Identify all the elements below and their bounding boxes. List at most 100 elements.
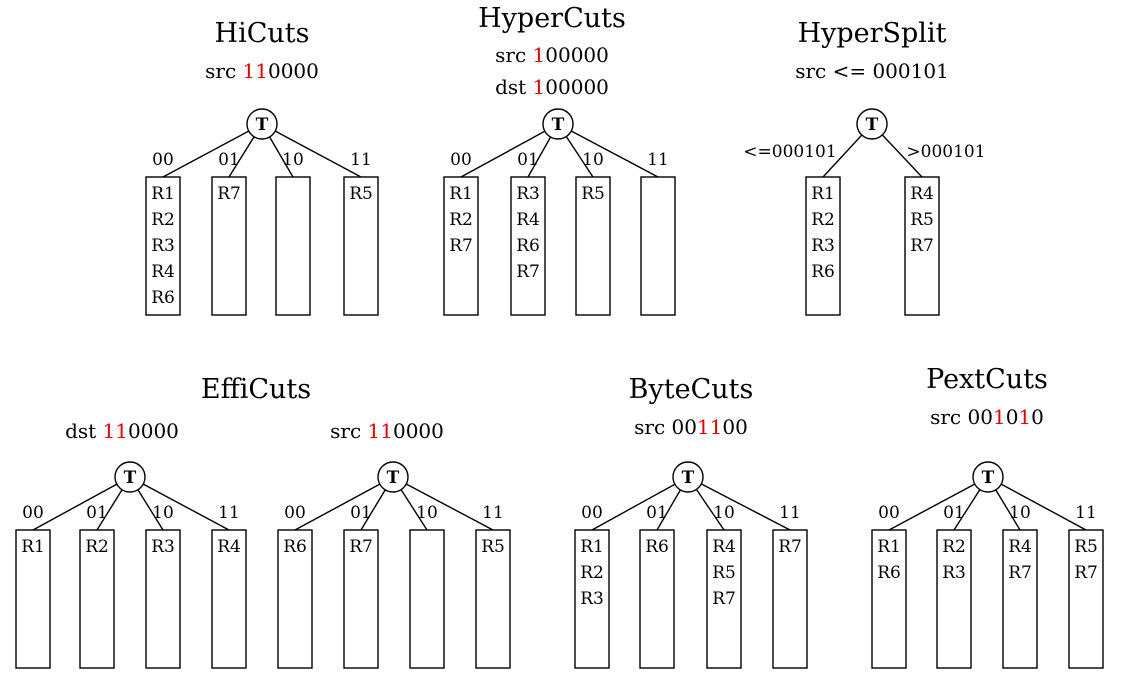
hypersplit-rule-0-3: R6 (811, 262, 835, 282)
hicuts-bucket-3 (343, 176, 379, 316)
hypercuts-rule-0-1: R2 (449, 210, 473, 230)
efficuts-right-edge-0 (294, 476, 394, 531)
hypercuts-root-label: T (552, 115, 565, 135)
hypercuts-bucket-2 (575, 176, 611, 316)
efficuts-left-bucket-1 (79, 529, 115, 669)
bytecuts-bucket-0 (574, 529, 610, 669)
hypercuts-rule-0-0: R1 (449, 184, 473, 204)
pextcuts-edge-label-2: 10 (1009, 503, 1031, 523)
efficuts-right-rule-0-0: R6 (283, 537, 307, 557)
hicuts-bucket-1 (211, 176, 247, 316)
hicuts-rule-0-0: R1 (151, 184, 175, 204)
bytecuts-bucket-2 (706, 529, 742, 669)
hicuts-root-node (246, 108, 278, 140)
efficuts-left-rule-2-0: R3 (151, 537, 175, 557)
hicuts-subline-0: src 110000 (205, 59, 319, 83)
efficuts-right-rule-1-0: R7 (349, 537, 373, 557)
hypercuts-bucket-3 (640, 176, 676, 316)
bytecuts-rule-1-0: R6 (645, 537, 669, 557)
pextcuts-rule-2-1: R7 (1008, 563, 1032, 583)
hypercuts-rule-1-3: R7 (516, 262, 540, 282)
efficuts-right-bucket-0 (277, 529, 313, 669)
efficuts-right-root-node (377, 461, 409, 493)
hypersplit-bucket-0 (805, 176, 841, 316)
bytecuts-edge-label-3: 11 (779, 503, 801, 523)
hypercuts-tree: 00 R1 R2 R7 01 R3 R4 R6 R7 10 R5 11 T (443, 108, 676, 316)
efficuts-right-bucket-1 (343, 529, 379, 669)
pextcuts-rule-1-1: R3 (942, 563, 966, 583)
pextcuts-rule-0-0: R1 (877, 537, 901, 557)
pextcuts-bucket-0 (871, 529, 907, 669)
efficuts-left-rule-0-0: R1 (21, 537, 45, 557)
efficuts-left-root-label: T (124, 468, 137, 488)
pextcuts-rule-3-1: R7 (1074, 563, 1098, 583)
hypersplit-rule-0-1: R2 (811, 210, 835, 230)
pextcuts-edge-label-1: 01 (943, 503, 965, 523)
hypersplit-title: HyperSplit (798, 18, 947, 49)
efficuts-right-subline-0: src 110000 (330, 419, 444, 443)
hicuts-rule-0-4: R6 (151, 288, 175, 308)
efficuts-left-rule-1-0: R2 (85, 537, 109, 557)
bytecuts-bucket-3 (772, 529, 808, 669)
efficuts-right-edge-label-2: 10 (416, 503, 438, 523)
pextcuts-rule-0-1: R6 (877, 563, 901, 583)
hypercuts-rule-1-1: R4 (516, 210, 540, 230)
efficuts-right-edge-label-1: 01 (350, 503, 372, 523)
efficuts-left-subline-0: dst 110000 (65, 419, 179, 443)
hicuts-edge-label-2: 10 (282, 150, 304, 170)
pextcuts-root-node (972, 461, 1004, 493)
bytecuts-rule-2-0: R4 (712, 537, 736, 557)
efficuts-left-edge-label-2: 10 (152, 503, 174, 523)
hicuts-edge-label-3: 11 (350, 150, 372, 170)
hypercuts-edge-3 (557, 123, 659, 178)
efficuts-left-root-node (114, 461, 146, 493)
hicuts-rule-0-2: R3 (151, 236, 175, 256)
efficuts-left-edge-3 (129, 476, 230, 531)
efficuts-left-bucket-0 (15, 529, 51, 669)
hypercuts-rule-0-2: R7 (449, 236, 473, 256)
hypersplit-rule-1-1: R5 (910, 210, 934, 230)
hypercuts-edge-0 (460, 123, 559, 178)
bytecuts-rule-0-2: R3 (580, 589, 604, 609)
bytecuts-rule-0-1: R2 (580, 563, 604, 583)
hypersplit-subline-0: src <= 000101 (795, 59, 949, 83)
hicuts-rule-3-0: R5 (349, 184, 373, 204)
hypercuts-bucket-1 (510, 176, 546, 316)
hypersplit-edge-label-1: >000101 (906, 142, 985, 162)
hypersplit-rule-0-2: R3 (811, 236, 835, 256)
efficuts-right-edge-3 (392, 476, 494, 531)
efficuts-left-rule-3-0: R4 (217, 537, 241, 557)
efficuts-left-edge-label-1: 01 (86, 503, 108, 523)
pextcuts-tree: 00 R1 R6 01 R2 R3 10 R4 R7 11 R5 R7 T (871, 461, 1104, 669)
hypersplit-root-label: T (866, 115, 879, 135)
bytecuts-bucket-1 (639, 529, 675, 669)
hicuts-tree: 00 R1 R2 R3 R4 R6 01 R7 10 11 R5 T (145, 108, 379, 316)
efficuts-left-tree: 00 R1 01 R2 10 R3 11 R4 T (15, 461, 247, 669)
bytecuts-rule-0-0: R1 (580, 537, 604, 557)
bytecuts-edge-label-2: 10 (713, 503, 735, 523)
hypercuts-root-node (542, 108, 574, 140)
hypercuts-rule-2-0: R5 (581, 184, 605, 204)
hypersplit-rule-1-0: R4 (910, 184, 934, 204)
hicuts-edge-label-1: 01 (218, 150, 240, 170)
efficuts-right-edge-label-0: 00 (284, 503, 306, 523)
hypercuts-bucket-0 (443, 176, 479, 316)
hicuts-bucket-2 (275, 176, 311, 316)
pextcuts-bucket-1 (936, 529, 972, 669)
efficuts-title: EffiCuts (201, 374, 311, 405)
efficuts-right-root-label: T (387, 468, 400, 488)
hypercuts-subline-0: src 100000 (495, 43, 609, 67)
bytecuts-root-node (672, 461, 704, 493)
hypersplit-tree: <=000101 R1 R2 R3 R6 >000101 R4 R5 R7 T (743, 108, 986, 316)
hypercuts-rule-1-2: R6 (516, 236, 540, 256)
efficuts-right-bucket-2 (409, 529, 445, 669)
hypersplit-root-node (856, 108, 888, 140)
efficuts-left-edge-0 (32, 476, 131, 531)
pextcuts-root-label: T (982, 468, 995, 488)
bytecuts-edge-label-1: 01 (646, 503, 668, 523)
efficuts-right-bucket-3 (475, 529, 511, 669)
bytecuts-rule-3-0: R7 (778, 537, 802, 557)
pextcuts-rule-2-0: R4 (1008, 537, 1032, 557)
hypercuts-edge-label-1: 01 (517, 150, 539, 170)
